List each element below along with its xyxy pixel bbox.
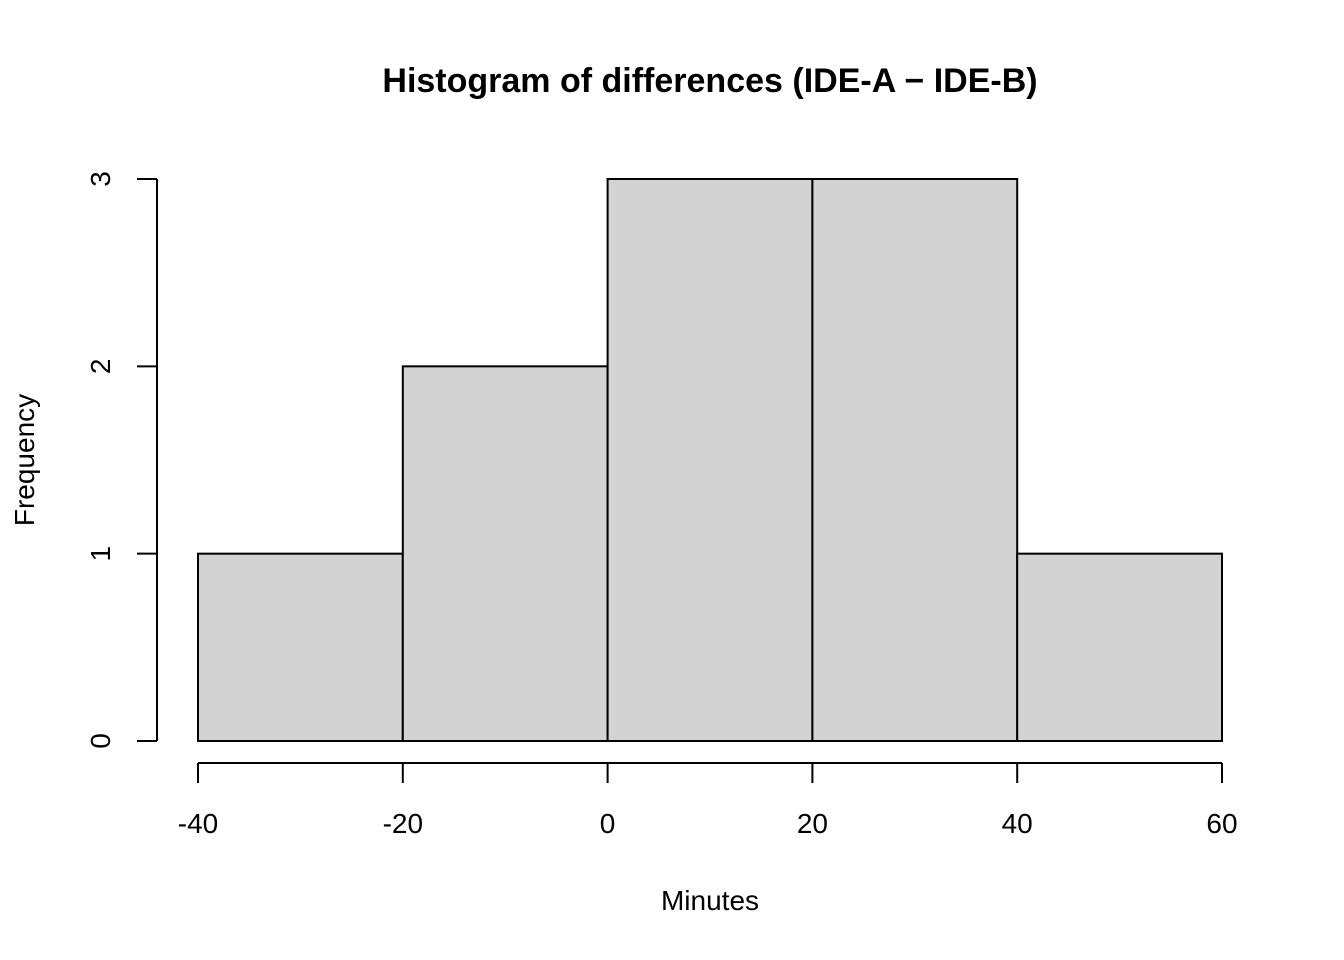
histogram-bar-3 <box>811 178 1019 742</box>
bars-layer <box>197 178 1224 743</box>
y-tick-label: 0 <box>85 733 116 749</box>
y-axis-label: Frequency <box>9 394 40 526</box>
x-axis: -40 -20 0 20 40 60 <box>178 762 1238 839</box>
histogram-bar-4 <box>1016 552 1224 743</box>
histogram-bar-1 <box>401 365 609 742</box>
x-tick-label: 60 <box>1206 808 1237 839</box>
chart-title: Histogram of differences (IDE-A − IDE-B) <box>382 62 1037 100</box>
y-tick-label: 3 <box>85 171 116 187</box>
histogram-bar-0 <box>197 552 404 743</box>
y-tick-label: 1 <box>85 546 116 562</box>
x-tick-label: 20 <box>797 808 828 839</box>
x-tick-label: 40 <box>1002 808 1033 839</box>
x-tick-label: -40 <box>178 808 218 839</box>
y-tick-label: 2 <box>85 359 116 375</box>
x-tick-label: -20 <box>383 808 423 839</box>
y-axis: 0 1 2 3 <box>85 171 158 749</box>
x-tick-label: 0 <box>600 808 616 839</box>
x-axis-label: Minutes <box>661 885 759 916</box>
histogram-bar-2 <box>606 178 814 742</box>
